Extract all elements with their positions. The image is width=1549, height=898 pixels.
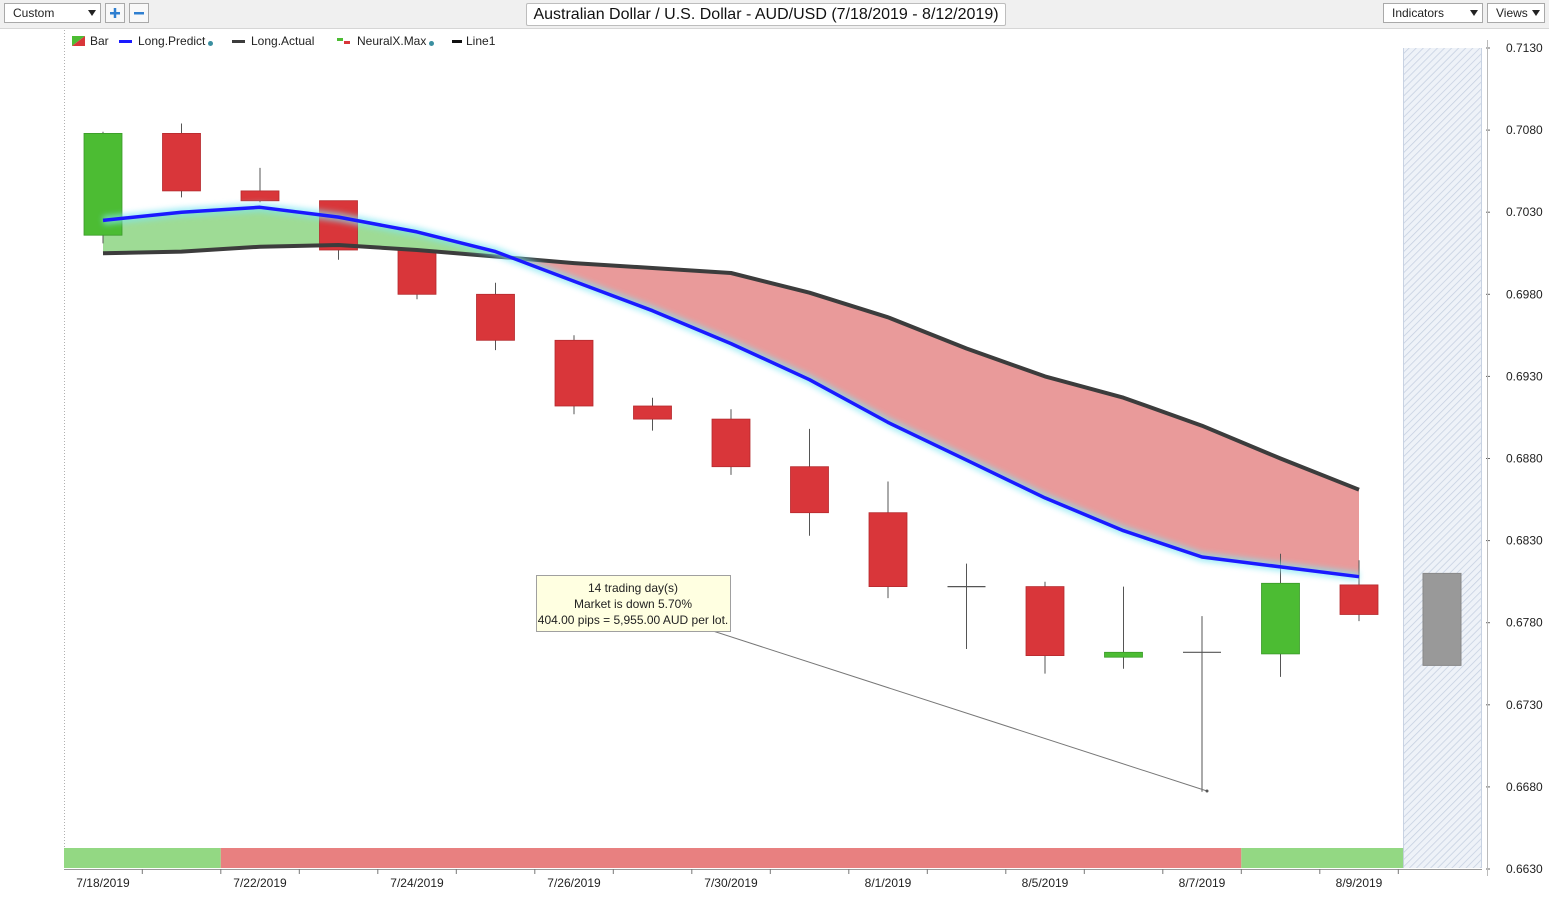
candle-body-16: [1339, 584, 1379, 615]
annotation-line1: 14 trading day(s): [588, 581, 678, 595]
indicators-dropdown[interactable]: Indicators: [1383, 3, 1483, 23]
trend-band: [64, 848, 1404, 868]
x-tick-label-5: 8/1/2019: [865, 876, 912, 890]
legend-item-long-actual[interactable]: Long.Actual: [232, 33, 314, 49]
y-tick-label-5: 0.6880: [1506, 452, 1543, 466]
legend-label: NeuralX.Max: [357, 34, 427, 48]
region-fill-up-0: [103, 207, 513, 258]
candle-body-0: [83, 132, 123, 236]
long-predict-line: [102, 205, 1360, 579]
y-tick-label-10: 0.6630: [1506, 862, 1543, 876]
views-label: Views: [1496, 6, 1528, 20]
annotation-anchor: [1205, 789, 1209, 793]
settings-dot-icon[interactable]: [429, 41, 435, 46]
x-tick-label-1: 7/22/2019: [233, 876, 287, 890]
zoom-in-button[interactable]: [105, 3, 125, 23]
forecast-bar: [1422, 572, 1462, 666]
forecast-zone: [1403, 48, 1482, 868]
updown-swatch-icon: [337, 38, 350, 44]
line-swatch-icon: [119, 40, 132, 43]
candle-body-3: [319, 200, 358, 251]
annotation-line2: Market is down 5.70%: [574, 597, 692, 611]
trend-band-up-0: [64, 848, 221, 868]
candle-body-4: [397, 249, 437, 295]
chevron-down-icon: [1470, 10, 1478, 16]
annotation: 14 trading day(s) Market is down 5.70% 4…: [536, 575, 1209, 793]
y-tick-label-7: 0.6780: [1506, 616, 1543, 630]
legend-item-long-predict[interactable]: Long.Predict: [119, 33, 214, 49]
zoom-out-button[interactable]: [129, 3, 149, 23]
x-tick-label-2: 7/24/2019: [390, 876, 444, 890]
candle-body-5: [476, 293, 515, 341]
plus-icon: [110, 8, 120, 18]
indicator-lines: [102, 202, 1360, 582]
y-tick-label-9: 0.6680: [1506, 780, 1543, 794]
chevron-down-icon: [88, 10, 96, 16]
annotation-box: [536, 575, 731, 632]
legend-item-line1[interactable]: Line1: [452, 33, 495, 49]
trend-band-up-2: [1241, 848, 1404, 868]
annotation-leader-line: [712, 630, 1208, 792]
views-dropdown[interactable]: Views: [1487, 3, 1545, 23]
candle-body-1: [162, 132, 201, 192]
candle-body-12: [1025, 586, 1065, 656]
y-tick-label-8: 0.6730: [1506, 698, 1543, 712]
y-tick-label-3: 0.6980: [1506, 287, 1543, 301]
x-axis: 7/18/2019 7/22/2019 7/24/2019 7/26/2019 7/30…: [64, 869, 1482, 890]
y-axis: 0.7130 0.7080 0.7030 0.6980 0.6930 0.6880 0.68…: [1486, 40, 1543, 876]
line-swatch-icon: [232, 40, 245, 43]
legend-label: Bar: [90, 34, 109, 48]
chart-title: Australian Dollar / U.S. Dollar - AUD/US…: [526, 3, 1006, 26]
indicators-label: Indicators: [1392, 6, 1445, 20]
trend-band-down-1: [220, 848, 1242, 868]
x-tick-label-4: 7/30/2019: [704, 876, 758, 890]
candle-body-2: [240, 190, 280, 202]
legend-label: Long.Actual: [251, 34, 315, 48]
x-tick-label-7: 8/7/2019: [1179, 876, 1226, 890]
minus-icon: [134, 12, 144, 15]
range-select-value: Custom: [13, 6, 55, 20]
legend-label: Long.Predict: [138, 34, 206, 48]
region-fill-down-1: [512, 257, 1359, 577]
candle-body-13: [1104, 651, 1143, 658]
legend-item-neuralx-max[interactable]: NeuralX.Max: [337, 33, 435, 49]
candlesticks: [83, 123, 1462, 792]
long-predict-glow: [102, 202, 1360, 582]
bar-swatch-icon: [72, 36, 85, 46]
candle-body-8: [711, 418, 751, 468]
candle-body-7: [633, 405, 672, 420]
line-swatch-icon: [452, 40, 462, 43]
candle-body-10: [868, 512, 908, 588]
candle-body-15: [1261, 582, 1300, 655]
x-tick-label-8: 8/9/2019: [1336, 876, 1383, 890]
annotation-line3: 404.00 pips = 5,955.00 AUD per lot.: [538, 613, 728, 627]
chevron-down-icon: [1532, 10, 1540, 16]
range-select[interactable]: Custom: [4, 3, 101, 23]
candle-body-6: [554, 339, 594, 407]
x-tick-label-0: 7/18/2019: [76, 876, 130, 890]
predict-actual-fill: [103, 207, 1359, 577]
x-tick-label-3: 7/26/2019: [547, 876, 601, 890]
legend-label: Line1: [466, 34, 496, 48]
y-tick-label-0: 0.7130: [1506, 41, 1543, 55]
y-tick-label-6: 0.6830: [1506, 534, 1543, 548]
legend-item-bar[interactable]: Bar: [72, 33, 109, 49]
y-tick-label-1: 0.7080: [1506, 123, 1543, 137]
long-actual-line: [102, 243, 1360, 492]
settings-dot-icon[interactable]: [208, 41, 214, 46]
toolbar: Custom Australian Dollar / U.S. Dollar -…: [0, 0, 1549, 29]
candle-body-9: [790, 466, 829, 514]
y-tick-label-4: 0.6930: [1506, 369, 1543, 383]
y-tick-label-2: 0.7030: [1506, 205, 1543, 219]
x-tick-label-6: 8/5/2019: [1022, 876, 1069, 890]
